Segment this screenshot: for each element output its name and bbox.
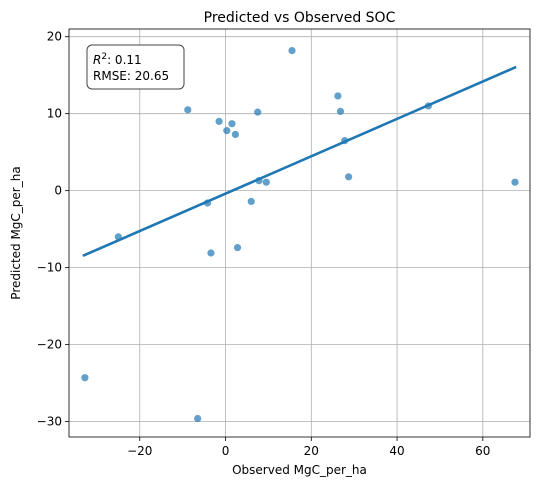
x-tick-label: 0 <box>222 444 230 458</box>
data-point <box>255 177 263 185</box>
grid <box>69 29 530 437</box>
chart-title: Predicted vs Observed SOC <box>204 10 396 26</box>
data-points <box>81 46 519 423</box>
annotation-box <box>86 44 185 90</box>
data-point <box>81 374 89 382</box>
x-axis-label: Observed MgC_per_ha <box>232 463 367 477</box>
y-tick-label: −10 <box>37 261 62 275</box>
data-point <box>114 233 122 241</box>
x-tick-label: −20 <box>127 444 152 458</box>
data-point <box>262 178 270 186</box>
y-tick-label: 10 <box>47 107 62 121</box>
data-point <box>336 107 345 115</box>
data-point <box>207 249 215 257</box>
data-point <box>254 108 262 116</box>
y-tick-label: −30 <box>37 415 62 429</box>
data-point <box>334 92 342 100</box>
data-point <box>184 106 192 114</box>
r2-superscript: 2 <box>101 52 107 62</box>
data-point <box>345 173 353 181</box>
x-axis-ticks: −20 0 20 40 60 <box>127 437 490 458</box>
data-point <box>247 197 255 206</box>
x-tick-label: 20 <box>304 444 319 458</box>
data-point <box>341 137 349 145</box>
data-point <box>215 117 223 125</box>
y-tick-label: 20 <box>47 30 62 44</box>
rmse-annotation: RMSE: 20.65 <box>93 69 169 83</box>
r2-symbol: R <box>93 53 101 67</box>
data-point <box>233 244 242 252</box>
y-axis-label: Predicted MgC_per_ha <box>9 166 23 299</box>
plot-frame <box>68 28 531 438</box>
data-point <box>194 414 202 423</box>
y-tick-label: −20 <box>37 338 62 352</box>
data-point <box>231 130 239 139</box>
x-tick-label: 60 <box>475 444 490 458</box>
y-axis-ticks: −30 −20 −10 0 10 20 <box>37 30 69 429</box>
data-point <box>288 46 296 55</box>
regression-line <box>82 65 517 258</box>
data-point <box>228 120 236 128</box>
x-tick-label: 40 <box>389 444 404 458</box>
data-point <box>203 199 212 207</box>
data-point <box>223 127 231 135</box>
regression-line-layer <box>82 65 517 258</box>
stats-annotation: R2: 0.11 RMSE: 20.65 <box>86 44 185 90</box>
r2-value: : 0.11 <box>107 53 142 67</box>
data-point <box>424 102 432 110</box>
data-point <box>511 178 519 186</box>
y-tick-label: 0 <box>54 184 62 198</box>
r2-annotation: R2: 0.11 <box>93 52 142 67</box>
